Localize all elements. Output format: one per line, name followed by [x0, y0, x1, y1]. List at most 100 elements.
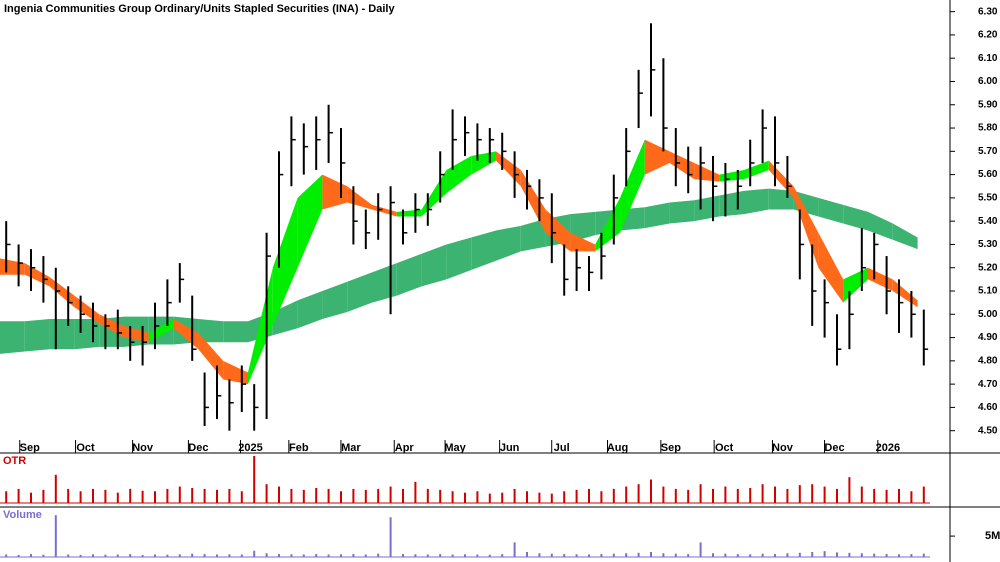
volume-bar	[5, 554, 8, 557]
volume-bar	[513, 542, 516, 557]
otr-bar	[302, 489, 305, 503]
otr-bar	[476, 491, 479, 503]
volume-bar	[910, 554, 913, 557]
volume-bar	[848, 552, 851, 557]
otr-bar	[526, 491, 528, 503]
otr-bar	[30, 492, 32, 503]
x-tick-label: Mar	[341, 442, 361, 454]
x-tick-label: Dec	[824, 442, 844, 454]
volume-bar	[736, 554, 739, 557]
volume-bar	[774, 554, 776, 557]
y-tick-label: 4.50	[978, 425, 998, 436]
short-band	[446, 155, 472, 194]
otr-bar	[798, 485, 801, 503]
otr-bar	[761, 484, 764, 503]
long-band	[421, 244, 447, 287]
otr-bar	[278, 486, 280, 503]
short-band	[620, 139, 645, 233]
otr-bar	[625, 486, 628, 503]
volume-bar	[426, 554, 429, 557]
long-band	[570, 211, 596, 243]
volume-bar	[538, 553, 541, 557]
volume-bar	[141, 554, 144, 557]
otr-bar	[860, 486, 863, 503]
otr-bar	[736, 488, 739, 503]
volume-bar	[253, 550, 256, 557]
long-band	[24, 318, 50, 352]
otr-bar	[104, 489, 107, 503]
otr-bar	[116, 492, 119, 503]
volume-bar	[563, 554, 566, 557]
volume-bar	[17, 554, 20, 557]
otr-bar	[451, 491, 454, 503]
y-tick-label: 5.70	[978, 146, 998, 157]
volume-bar	[79, 554, 82, 557]
volume-bar	[476, 554, 479, 557]
y-tick-label: 6.20	[978, 30, 998, 41]
volume-bar	[650, 551, 652, 557]
otr-bar	[54, 474, 57, 503]
volume-bar	[191, 553, 194, 557]
otr-bar	[216, 489, 218, 503]
volume-bar	[116, 554, 119, 557]
long-band	[818, 197, 844, 224]
otr-bar	[340, 491, 342, 503]
otr-bar	[612, 488, 615, 503]
otr-bar	[687, 489, 690, 503]
otr-bar	[327, 488, 330, 503]
otr-bar	[166, 488, 169, 503]
otr-bar	[79, 491, 82, 503]
volume-bar	[129, 554, 132, 557]
volume-bar	[228, 554, 231, 557]
volume-bar	[104, 554, 107, 557]
y-tick-label: 6.10	[978, 53, 998, 64]
x-tick-label: Oct	[76, 442, 95, 454]
volume-bar	[302, 554, 305, 557]
volume-bar	[526, 551, 528, 557]
y-tick-label: 4.70	[978, 379, 998, 390]
volume-bar	[501, 554, 504, 557]
otr-bar	[786, 488, 789, 503]
otr-bar	[154, 491, 156, 503]
long-band	[396, 253, 422, 296]
volume-bar	[798, 552, 801, 557]
x-tick-label: Feb	[289, 442, 309, 454]
long-band	[49, 318, 75, 350]
otr-bar	[873, 488, 876, 503]
volume-bar	[178, 554, 181, 557]
otr-bar	[67, 488, 70, 503]
x-tick-label: Jun	[500, 442, 520, 454]
otr-label: OTR	[3, 455, 26, 467]
volume-tick-label: 5M	[985, 530, 1000, 542]
otr-bar	[414, 481, 417, 503]
volume-bar	[278, 554, 280, 557]
x-tick-label: Jul	[554, 442, 570, 454]
volume-bar	[92, 554, 94, 557]
volume-bar	[836, 552, 838, 557]
volume-bar	[885, 554, 888, 557]
volume-bar	[67, 554, 70, 557]
volume-bar	[352, 554, 355, 557]
otr-bar	[141, 490, 144, 503]
long-band	[496, 225, 521, 261]
volume-bar	[364, 554, 367, 557]
volume-bar	[712, 553, 714, 557]
otr-bar	[513, 488, 516, 503]
volume-bar	[389, 517, 392, 557]
otr-bar	[92, 488, 94, 503]
long-band	[347, 272, 372, 312]
otr-bar	[464, 492, 466, 503]
volume-bar	[699, 542, 702, 557]
long-band	[471, 230, 496, 271]
x-tick-label: Apr	[395, 442, 415, 454]
volume-bar	[786, 553, 789, 557]
long-band	[446, 237, 472, 280]
volume-bar	[377, 553, 380, 557]
volume-bar	[488, 554, 491, 557]
volume-bar	[439, 554, 442, 557]
otr-bar	[17, 488, 20, 503]
long-band	[892, 223, 918, 250]
long-band	[0, 321, 25, 354]
otr-bar	[749, 487, 752, 503]
volume-bar	[612, 553, 615, 557]
